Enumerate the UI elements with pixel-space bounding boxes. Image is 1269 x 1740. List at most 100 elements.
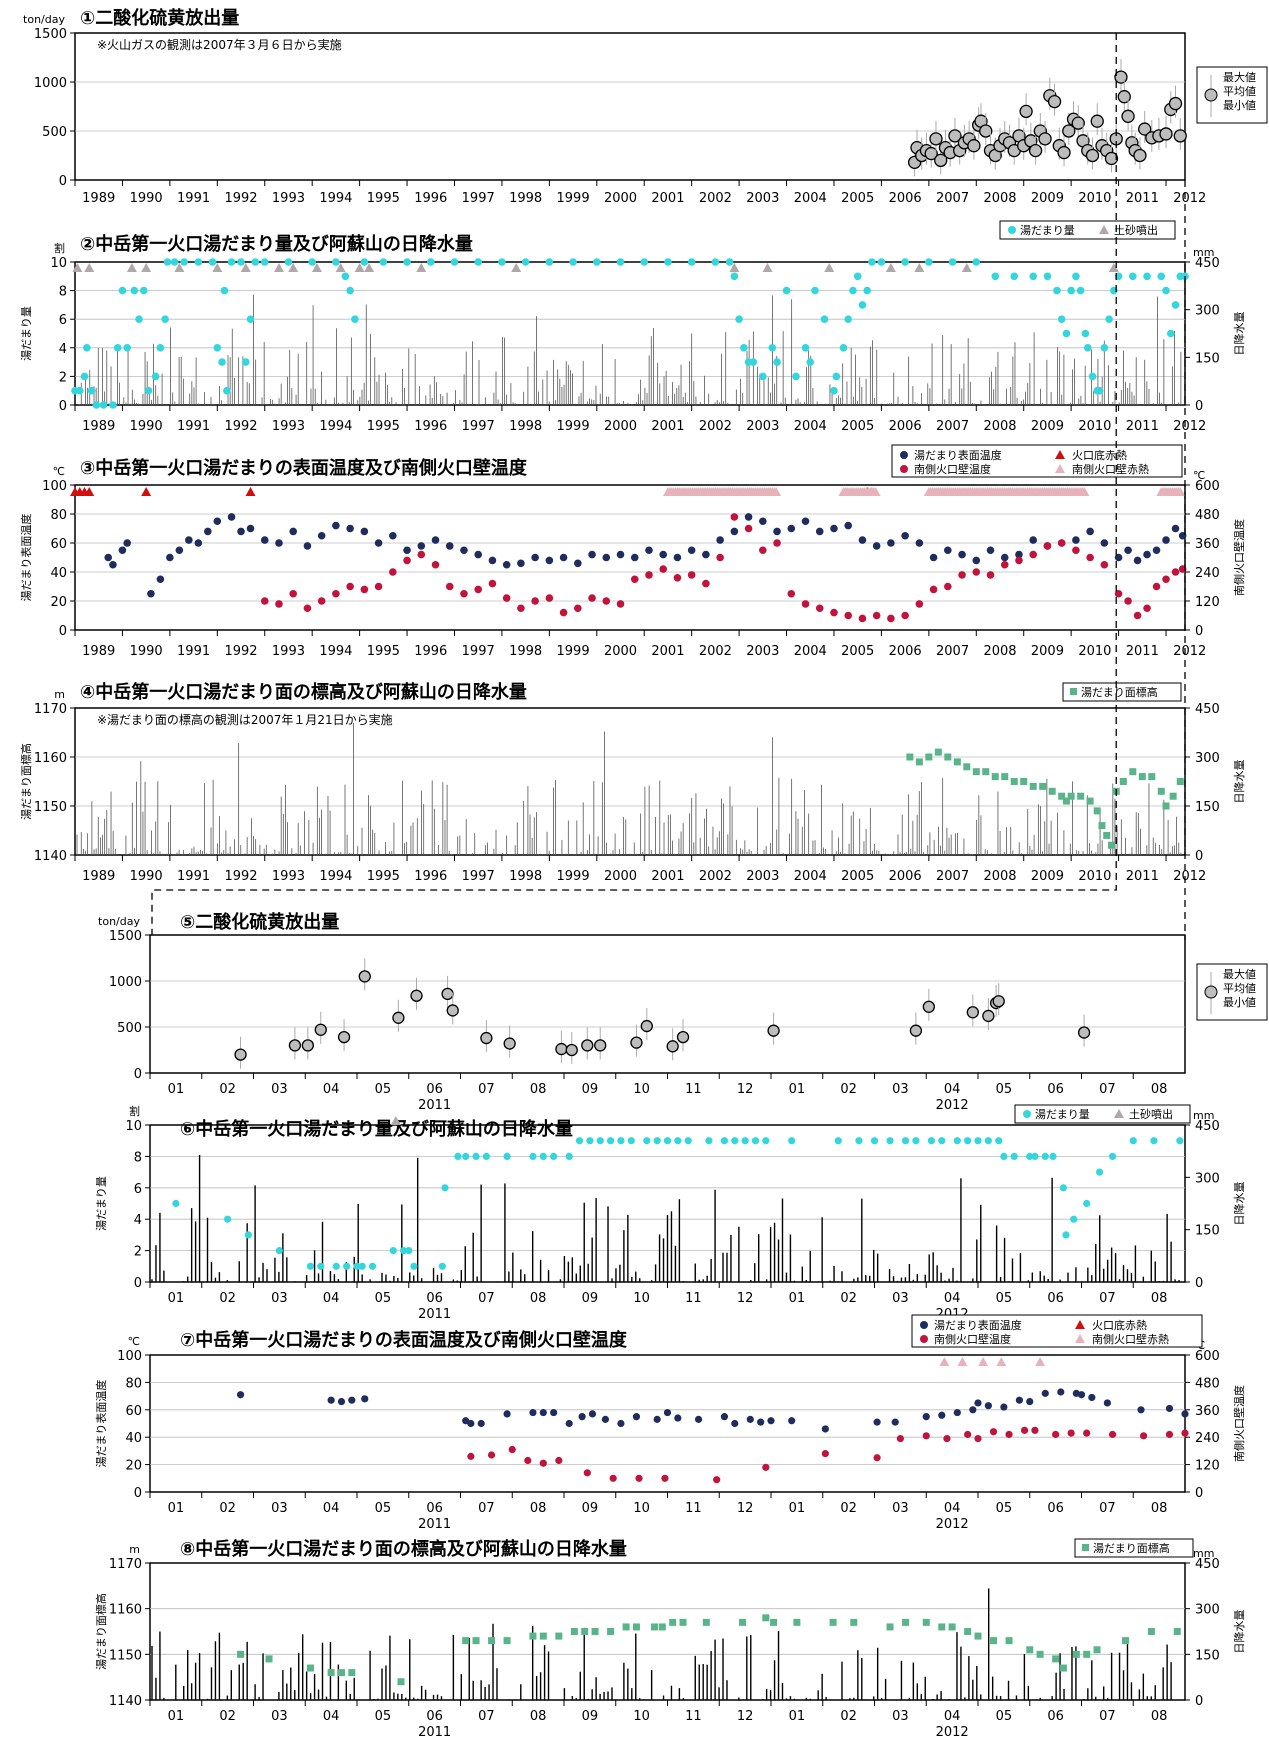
data-point: [1049, 1152, 1057, 1160]
data-point: [1157, 272, 1166, 281]
data-point: [130, 286, 139, 295]
legend-label: 平均値: [1223, 85, 1256, 98]
data-point: [953, 1408, 961, 1417]
data-point: [815, 527, 824, 536]
mud-ejection-marker: [311, 263, 322, 272]
elevation-point: [974, 1632, 982, 1640]
data-point: [503, 1410, 511, 1418]
x-tick-label: 1998: [509, 191, 542, 206]
mud-ejection-marker: [364, 263, 375, 272]
elevation-point: [488, 1637, 496, 1645]
so2-point: [1173, 129, 1187, 143]
data-point: [886, 1137, 894, 1145]
data-point: [787, 524, 796, 533]
data-point: [858, 614, 867, 623]
y-tick-label: 8: [134, 1150, 142, 1165]
data-point: [1000, 1403, 1008, 1411]
data-point: [1052, 1430, 1060, 1439]
data-point: [574, 604, 582, 613]
chart-title: ②中岳第一火口湯だまり量及び阿蘇山の日降水量: [80, 233, 473, 255]
mud-ejection-marker: [72, 263, 83, 272]
x-tick-label: 04: [944, 1709, 961, 1724]
x-tick-label: 2007: [936, 191, 969, 206]
data-point: [832, 372, 841, 381]
x-tick-label: 04: [323, 1709, 340, 1724]
zoom-outline: [151, 33, 1186, 940]
data-point: [627, 1137, 635, 1145]
x-tick-label: 06: [1047, 1082, 1064, 1097]
year-label: 2012: [936, 1725, 969, 1740]
data-point: [583, 1469, 591, 1477]
data-point: [1088, 1393, 1096, 1402]
legend-marker: [1075, 1320, 1085, 1329]
legend-marker: [1204, 88, 1218, 102]
plot-frame: [74, 484, 1186, 631]
data-point: [403, 258, 411, 266]
data-point: [227, 513, 236, 521]
x-tick-label: 2001: [651, 419, 684, 434]
data-point: [208, 258, 217, 266]
elevation-point: [1048, 787, 1056, 795]
elevation-point: [529, 1632, 537, 1640]
x-tick-label: 03: [271, 1082, 288, 1097]
data-point: [684, 1137, 692, 1145]
x-tick-label: 1996: [414, 869, 447, 884]
y-tick-label: 2: [59, 370, 67, 385]
x-tick-label: 1994: [319, 419, 352, 434]
x-tick-label: 06: [1047, 1501, 1064, 1516]
data-point: [602, 553, 611, 562]
x-tick-label: 1992: [224, 419, 257, 434]
x-tick-label: 05: [375, 1709, 392, 1724]
data-point: [687, 571, 696, 579]
so2-point: [929, 132, 943, 146]
y-tick-label: 0: [59, 624, 67, 639]
x-tick-label: 1990: [130, 644, 163, 659]
elevation-point: [953, 758, 961, 766]
x-tick-label: 1990: [130, 419, 163, 434]
chart-note: ※火山ガスの観測は2007年３月６日から実施: [97, 37, 342, 52]
so2-point: [934, 153, 948, 168]
data-point: [1000, 553, 1009, 562]
data-point: [1143, 604, 1151, 613]
x-tick-label: 01: [789, 1501, 806, 1516]
data-point: [508, 1445, 516, 1454]
x-tick-label: 1993: [272, 191, 305, 206]
x-tick-label: 2001: [651, 191, 684, 206]
x-tick-label: 1998: [509, 644, 542, 659]
x-tick-label: 1996: [414, 419, 447, 434]
chart-p5: 0 500 1000 1500 01 02 03 04 05 06 07 08 09 10 11 12 01 02…: [98, 911, 1268, 1113]
x-tick-label: 11: [685, 1291, 702, 1306]
x-tick-label: 12: [737, 1709, 754, 1724]
x-tick-label: 2005: [841, 869, 874, 884]
data-point: [788, 1417, 796, 1425]
elevation-point: [1107, 841, 1115, 849]
elevation-point: [237, 1650, 245, 1658]
x-tick-label: 07: [478, 1709, 495, 1724]
data-point: [643, 1137, 651, 1145]
data-point: [872, 611, 881, 620]
data-point: [332, 1262, 340, 1270]
y-unit: 割: [54, 241, 65, 255]
data-point: [929, 585, 938, 594]
y2-tick-label: 240: [1195, 566, 1220, 581]
x-tick-label: 1990: [130, 191, 163, 206]
x-tick-label: 1989: [82, 869, 115, 884]
legend-label: 最小値: [1223, 996, 1256, 1009]
x-tick-label: 06: [1047, 1709, 1064, 1724]
x-tick-label: 01: [789, 1709, 806, 1724]
elevation-point: [702, 1618, 710, 1626]
data-point: [275, 539, 283, 547]
data-point: [944, 582, 952, 591]
y-tick-label: 40: [125, 1431, 142, 1446]
x-tick-label: 2002: [699, 869, 732, 884]
x-tick-label: 2007: [936, 869, 969, 884]
data-point: [986, 546, 995, 555]
elevation-point: [793, 1618, 801, 1626]
legend-marker: [1055, 464, 1065, 473]
y-tick-label: 2: [134, 1245, 142, 1260]
elevation-point: [472, 1637, 480, 1645]
x-tick-label: 10: [633, 1501, 650, 1516]
x-tick-label: 2005: [841, 419, 874, 434]
data-point: [1026, 1397, 1034, 1406]
data-point: [673, 553, 682, 562]
